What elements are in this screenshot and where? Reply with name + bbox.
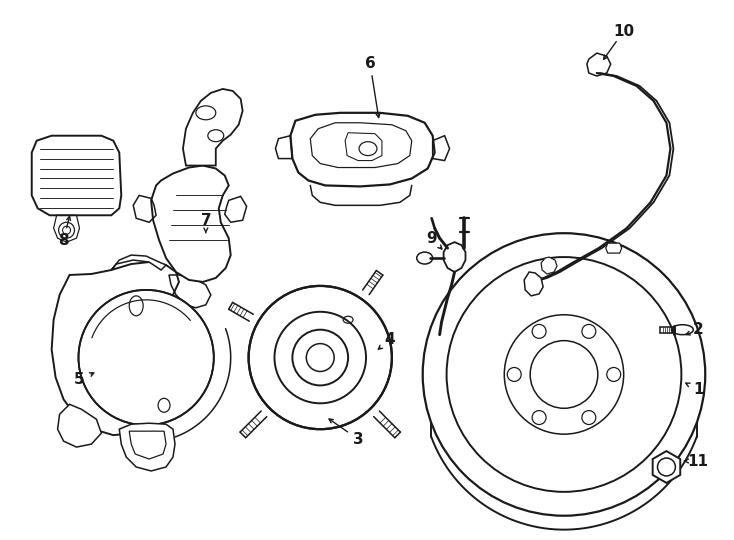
Circle shape (249, 286, 392, 429)
Text: 3: 3 (353, 431, 363, 447)
Text: 8: 8 (58, 233, 69, 248)
Polygon shape (653, 451, 680, 483)
Text: 7: 7 (200, 213, 211, 228)
Text: 2: 2 (693, 322, 704, 337)
Polygon shape (443, 242, 465, 272)
Text: 1: 1 (693, 382, 703, 397)
Polygon shape (541, 257, 557, 274)
Polygon shape (310, 123, 412, 167)
Polygon shape (606, 243, 622, 253)
Polygon shape (151, 166, 230, 282)
Polygon shape (112, 255, 166, 270)
Text: 9: 9 (426, 231, 437, 246)
Polygon shape (587, 53, 611, 76)
Polygon shape (51, 262, 179, 435)
Polygon shape (120, 423, 175, 471)
Polygon shape (291, 113, 435, 186)
Circle shape (79, 290, 214, 425)
Text: 5: 5 (74, 372, 85, 387)
Polygon shape (32, 136, 121, 215)
Polygon shape (183, 89, 243, 166)
Text: 11: 11 (688, 454, 709, 469)
Text: 10: 10 (613, 24, 634, 39)
Text: 4: 4 (385, 332, 395, 347)
Polygon shape (57, 404, 101, 447)
Polygon shape (524, 272, 543, 296)
Text: 6: 6 (365, 56, 375, 71)
